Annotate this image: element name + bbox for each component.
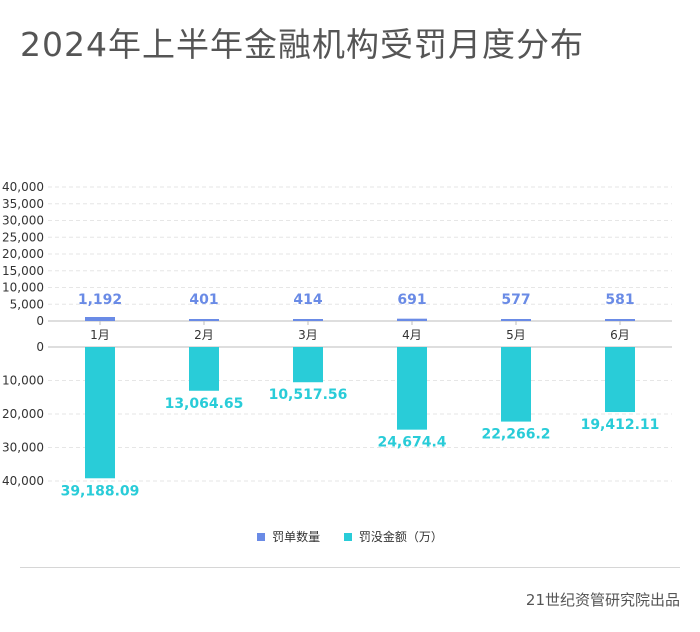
upper-y-tick-label: 20,000	[2, 247, 44, 261]
x-category-label: 4月	[402, 328, 422, 342]
x-category-label: 1月	[90, 328, 110, 342]
upper-y-tick-label: 10,000	[2, 281, 44, 295]
legend-item-count[interactable]: 罚单数量	[257, 528, 320, 545]
count-bar	[605, 319, 635, 321]
legend-item-amount[interactable]: 罚没金额（万）	[343, 528, 443, 545]
upper-y-tick-label: 0	[36, 314, 44, 328]
x-category-label: 6月	[610, 328, 630, 342]
count-data-label: 581	[605, 292, 634, 308]
lower-y-tick-label: 40,000	[2, 474, 44, 488]
upper-y-tick-label: 5,000	[10, 297, 44, 311]
count-bar	[189, 319, 219, 321]
credit-text: 21世纪资管研究院出品	[525, 591, 680, 609]
amount-data-label: 22,266.2	[481, 427, 550, 443]
upper-y-tick-label: 25,000	[2, 230, 44, 244]
legend-swatch-amount	[343, 532, 352, 541]
amount-data-label: 39,188.09	[61, 483, 140, 499]
amount-bar	[293, 347, 323, 383]
upper-y-tick-label: 40,000	[2, 180, 44, 194]
amount-bar	[397, 347, 427, 430]
lower-y-tick-label: 30,000	[2, 441, 44, 455]
legend: 罚单数量 罚没金额（万）	[0, 528, 700, 545]
legend-label-amount: 罚没金额（万）	[358, 530, 443, 544]
x-category-label: 3月	[298, 328, 318, 342]
upper-y-tick-label: 30,000	[2, 214, 44, 228]
count-data-label: 401	[189, 292, 218, 308]
count-bar	[293, 319, 323, 321]
amount-bar	[85, 347, 115, 479]
amount-data-label: 13,064.65	[165, 396, 244, 412]
upper-y-tick-label: 35,000	[2, 197, 44, 211]
legend-label-count: 罚单数量	[272, 530, 321, 544]
amount-data-label: 19,412.11	[581, 417, 660, 433]
amount-data-label: 24,674.4	[377, 435, 446, 451]
legend-swatch-count	[257, 532, 266, 541]
count-bar	[85, 317, 115, 321]
count-data-label: 577	[501, 292, 530, 308]
upper-y-tick-label: 15,000	[2, 264, 44, 278]
lower-y-tick-label: 20,000	[2, 407, 44, 421]
amount-bar	[189, 347, 219, 391]
amount-bar	[605, 347, 635, 413]
count-bar	[397, 318, 427, 321]
footer-divider	[20, 567, 680, 568]
x-category-label: 2月	[194, 328, 214, 342]
count-bar	[501, 319, 531, 321]
amount-data-label: 10,517.56	[269, 387, 348, 403]
amount-bar	[501, 347, 531, 422]
chart-title: 2024年上半年金融机构受罚月度分布	[20, 25, 584, 64]
x-category-label: 5月	[506, 328, 526, 342]
count-data-label: 1,192	[78, 292, 122, 308]
lower-y-tick-label: 10,000	[2, 374, 44, 388]
count-data-label: 414	[293, 292, 322, 308]
count-data-label: 691	[397, 292, 426, 308]
lower-y-tick-label: 0	[36, 340, 44, 354]
